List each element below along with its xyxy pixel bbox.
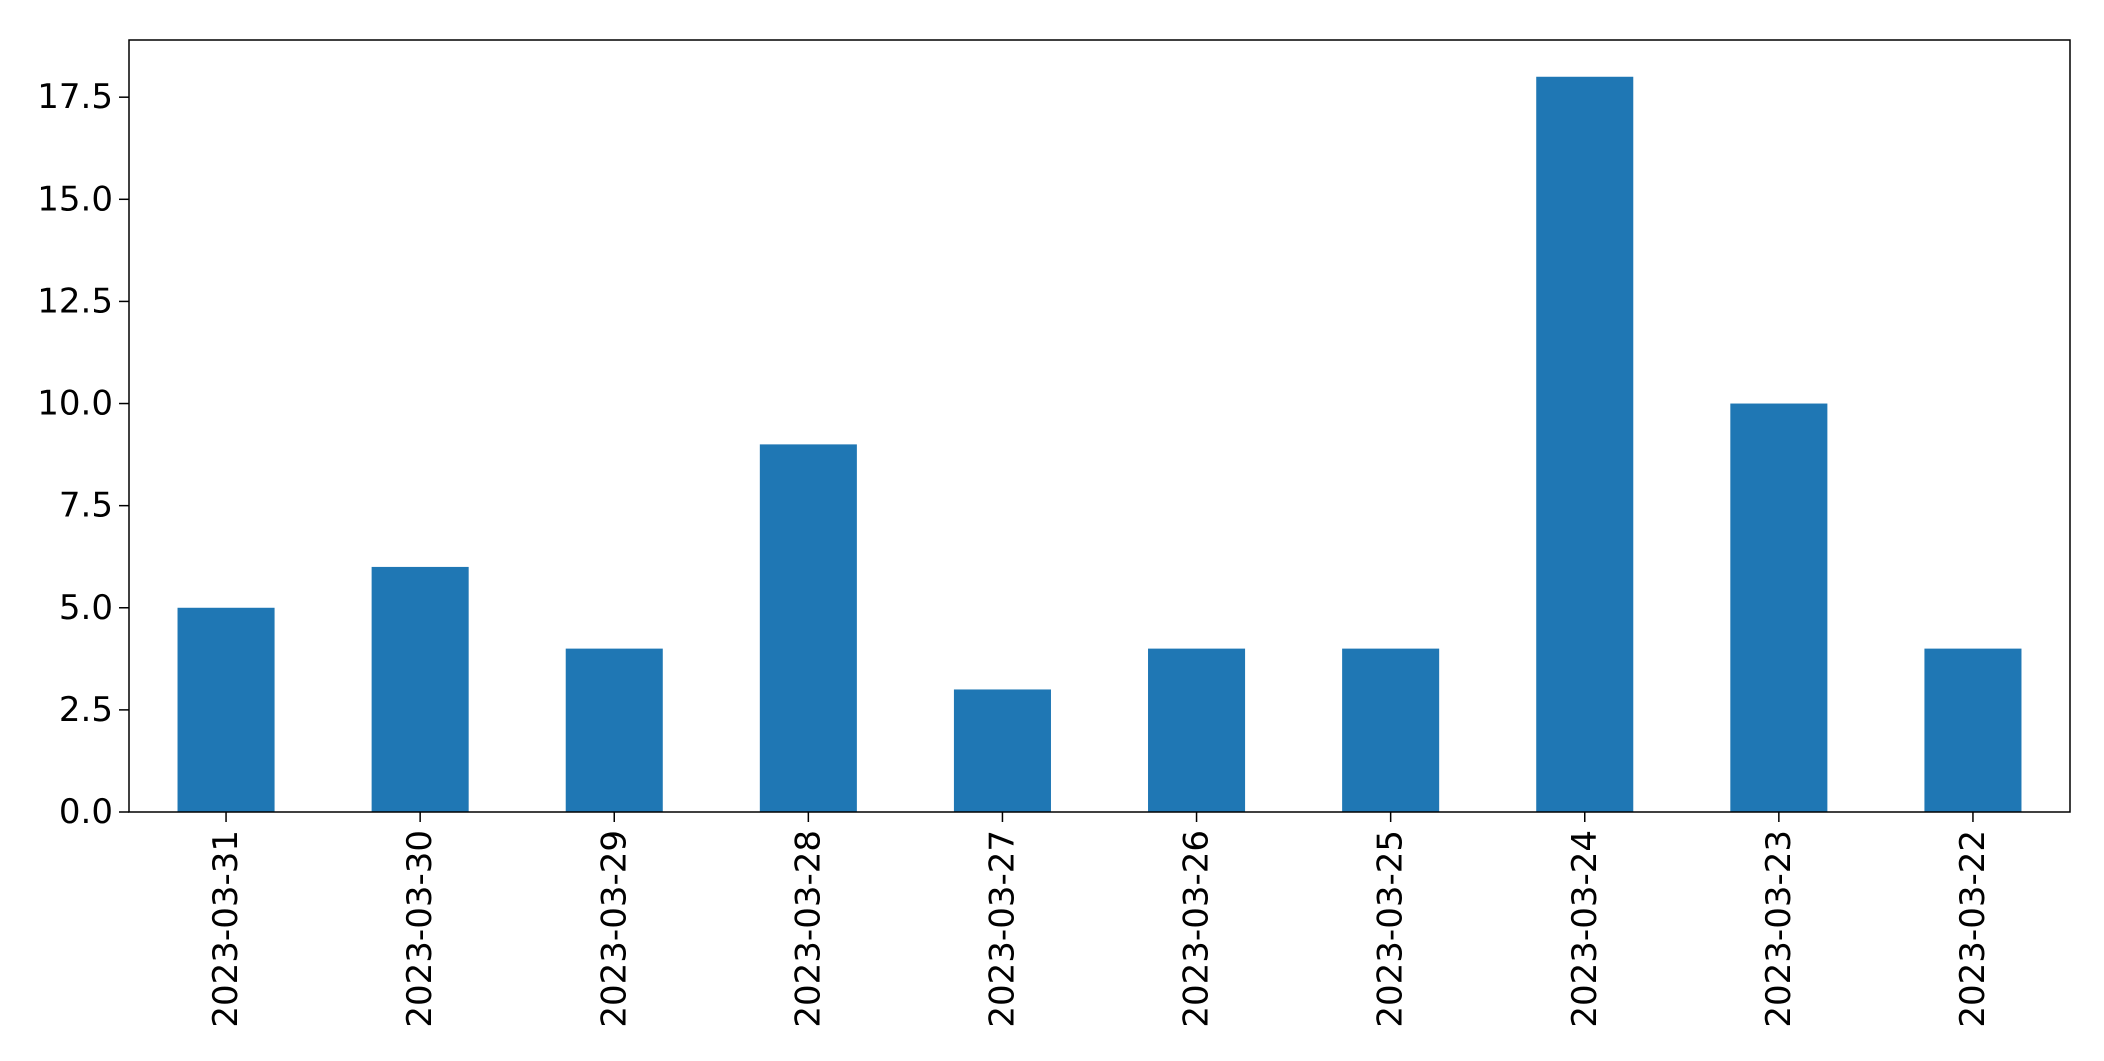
x-tick-label: 2023-03-24 bbox=[1565, 830, 1605, 1028]
bar-2023-03-26 bbox=[1148, 648, 1246, 812]
y-tick-label: 15.0 bbox=[37, 179, 113, 219]
x-tick-label: 2023-03-31 bbox=[206, 830, 246, 1028]
x-tick-label: 2023-03-25 bbox=[1371, 830, 1411, 1028]
y-tick-label: 0.0 bbox=[59, 792, 113, 832]
y-axis: 0.0 2.5 5.0 7.5 10.0 12.5 15.0 17.5 bbox=[37, 77, 129, 832]
bars-group bbox=[177, 76, 2022, 812]
x-tick-label: 2023-03-23 bbox=[1759, 830, 1799, 1028]
bar-2023-03-29 bbox=[565, 648, 663, 812]
y-tick-label: 5.0 bbox=[59, 588, 113, 628]
y-tick-label: 7.5 bbox=[59, 486, 113, 526]
bar-2023-03-30 bbox=[371, 566, 469, 812]
x-axis: 2023-03-31 2023-03-30 2023-03-29 2023-03-28… bbox=[206, 812, 1993, 1028]
x-tick-label: 2023-03-27 bbox=[982, 830, 1022, 1028]
bar-2023-03-24 bbox=[1536, 76, 1634, 812]
bar-2023-03-27 bbox=[953, 689, 1051, 812]
bar-2023-03-31 bbox=[177, 607, 275, 812]
y-tick-label: 12.5 bbox=[37, 281, 113, 321]
x-tick-label: 2023-03-30 bbox=[400, 830, 440, 1028]
bar-2023-03-22 bbox=[1924, 648, 2022, 812]
x-tick-label: 2023-03-29 bbox=[594, 830, 634, 1028]
x-tick-label: 2023-03-26 bbox=[1177, 830, 1217, 1028]
bar-2023-03-28 bbox=[759, 444, 857, 812]
x-tick-label: 2023-03-28 bbox=[788, 830, 828, 1028]
y-tick-label: 17.5 bbox=[37, 77, 113, 117]
y-tick-label: 2.5 bbox=[59, 690, 113, 730]
bar-2023-03-25 bbox=[1342, 648, 1440, 812]
plot-frame bbox=[128, 39, 2071, 813]
y-tick-label: 10.0 bbox=[37, 384, 113, 424]
bar-2023-03-23 bbox=[1730, 403, 1828, 812]
x-tick-label: 2023-03-22 bbox=[1953, 830, 1993, 1028]
